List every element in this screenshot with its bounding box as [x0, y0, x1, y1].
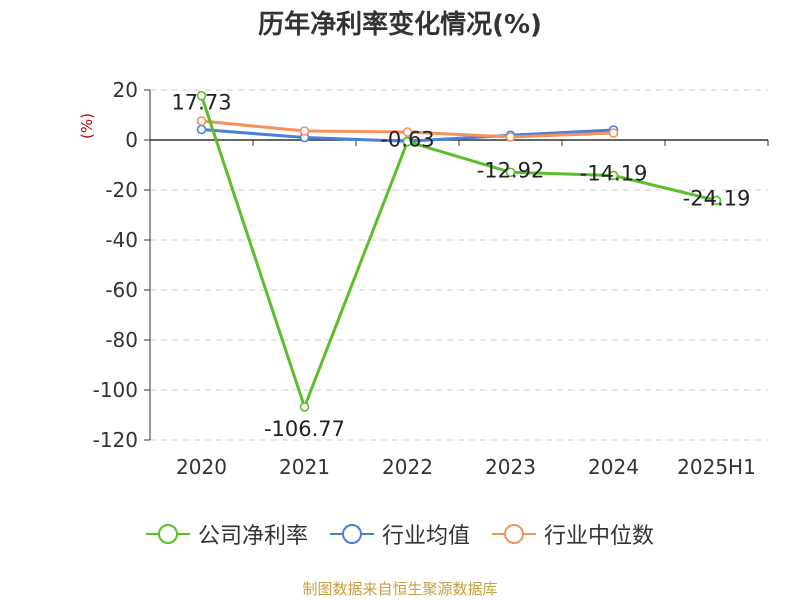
- data-label: 17.73: [171, 91, 231, 115]
- chart-legend: 公司净利率 行业均值 行业中位数: [0, 518, 800, 550]
- legend-item-industry-median[interactable]: 行业中位数: [492, 518, 654, 550]
- data-point: [196, 90, 207, 101]
- legend-item-company[interactable]: 公司净利率: [145, 518, 308, 550]
- data-point: [196, 124, 207, 135]
- data-point: [299, 126, 310, 136]
- y-tick-label: -120: [93, 428, 138, 452]
- x-tick-label: 2021: [279, 455, 330, 479]
- data-label: -0.63: [380, 128, 434, 152]
- data-label: -12.92: [477, 158, 545, 182]
- data-point: [505, 132, 516, 142]
- y-tick-label: -100: [93, 378, 138, 402]
- data-label: -106.77: [264, 417, 345, 441]
- x-tick-label: 2024: [588, 455, 639, 479]
- legend-label-industry-median: 行业中位数: [544, 524, 655, 549]
- legend-label-company: 公司净利率: [197, 524, 308, 549]
- y-tick-label: 20: [113, 78, 138, 102]
- series-line: [200, 95, 717, 409]
- legend-marker-company: [145, 524, 190, 544]
- source-note: 制图数据来自恒生聚源数据库: [302, 580, 498, 598]
- y-tick-label: -40: [105, 228, 138, 252]
- legend-marker-industry-avg: [329, 524, 374, 544]
- data-point: [299, 402, 310, 412]
- legend-label-industry-avg: 行业均值: [381, 524, 470, 549]
- x-tick-label: 2022: [382, 455, 433, 479]
- x-tick-label: 2020: [176, 455, 227, 479]
- x-tick-label: 2025H1: [677, 455, 756, 479]
- y-tick-label: 0: [125, 128, 138, 152]
- data-point: [505, 167, 516, 178]
- data-point: [402, 136, 413, 147]
- data-point: [608, 170, 619, 181]
- y-axis-unit: (%): [78, 113, 96, 139]
- data-label: -14.19: [580, 161, 648, 185]
- legend-marker-industry-median: [492, 524, 536, 544]
- x-tick-label: 2023: [485, 455, 536, 479]
- line-chart: 20 0 -20 -40 -60 -80 -100 -120 2020 2021 2022 2023 2…: [78, 78, 769, 479]
- chart-title: 历年净利率变化情况(%): [258, 10, 542, 40]
- data-point: [711, 195, 722, 206]
- data-point: [402, 127, 413, 137]
- y-tick-label: -20: [105, 178, 138, 202]
- y-tick-label: -60: [105, 278, 138, 302]
- legend-item-industry-avg[interactable]: 行业均值: [329, 518, 470, 550]
- y-tick-label: -80: [105, 328, 138, 352]
- data-point: [196, 116, 207, 126]
- data-point: [608, 128, 619, 138]
- data-label: -24.19: [683, 186, 751, 210]
